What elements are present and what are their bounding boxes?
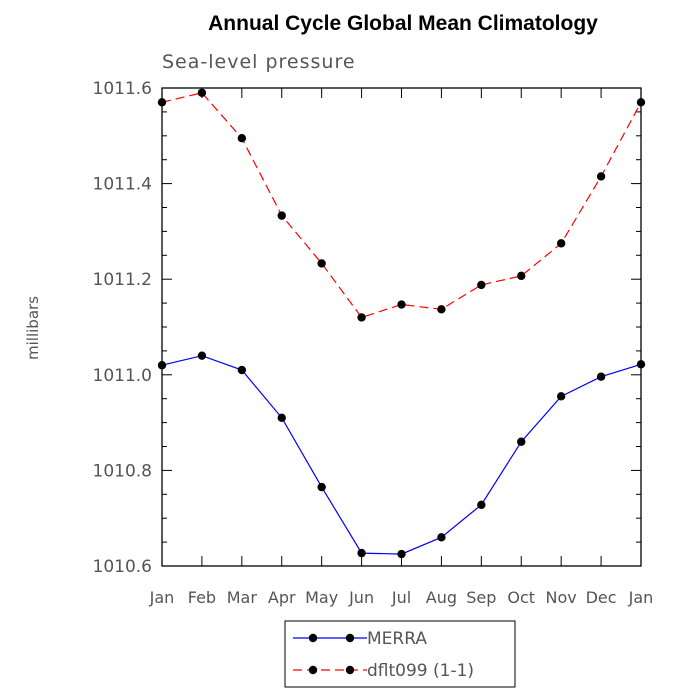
series-1-point xyxy=(437,533,446,542)
series-1-point xyxy=(556,392,566,401)
series-2-point xyxy=(157,98,167,107)
series-2-point xyxy=(197,88,207,97)
x-tick-label: Mar xyxy=(227,588,258,607)
series-1-point xyxy=(197,351,207,360)
series-1-point xyxy=(317,482,326,492)
series-1-point xyxy=(277,413,286,423)
x-tick-label: Jan xyxy=(149,588,175,607)
legend-label-1: MERRA xyxy=(367,629,427,649)
series-2-point xyxy=(277,211,286,220)
y-tick-label: 1011.2 xyxy=(93,270,152,290)
series-1-point xyxy=(237,365,247,375)
x-tick-label: Sep xyxy=(466,588,496,607)
series-2-point xyxy=(317,259,326,268)
legend-box xyxy=(284,620,516,688)
series-2-point xyxy=(596,172,606,181)
x-tick-label: Feb xyxy=(188,588,216,607)
x-tick-label: Oct xyxy=(507,588,535,607)
plot-frame xyxy=(161,87,642,567)
series-2-point xyxy=(517,271,526,281)
x-tick-label: Jul xyxy=(391,588,411,607)
x-tick-label: Aug xyxy=(426,588,457,607)
series-line-2 xyxy=(161,92,642,319)
series-line-1 xyxy=(161,355,642,555)
legend-label-2: dflt099 (1-1) xyxy=(367,661,474,681)
chart-subtitle: Sea-level pressure xyxy=(162,51,356,73)
series-1-point xyxy=(477,500,486,510)
legend-marker-2 xyxy=(345,665,355,675)
legend: MERRA dflt099 (1-1) xyxy=(284,620,516,688)
series-1-point xyxy=(596,372,606,381)
y-tick-label: 1011.6 xyxy=(93,79,152,99)
legend-marker-1 xyxy=(345,633,355,643)
x-tick-label: Apr xyxy=(268,588,296,607)
legend-marker-2 xyxy=(308,665,318,675)
x-tick-label: Nov xyxy=(546,588,577,607)
x-tick-label: May xyxy=(305,588,338,607)
series-2-point xyxy=(477,280,486,290)
y-tick-label: 1010.6 xyxy=(93,557,152,577)
series-2-point xyxy=(437,305,446,314)
series-1-point xyxy=(636,360,646,369)
plot-area: 1010.6 1010.8 1011.0 1011.2 1011.4 1011.6 Jan F… xyxy=(93,79,654,607)
legend-marker-1 xyxy=(308,633,318,643)
series-2-point xyxy=(357,313,366,322)
series-2-point xyxy=(397,300,406,309)
x-tick-label: Jun xyxy=(348,588,374,607)
y-tick-label: 1011.0 xyxy=(93,366,152,386)
series-1-point xyxy=(397,549,406,559)
x-tick-label: Jan xyxy=(628,588,654,607)
series-1-point xyxy=(517,437,526,446)
series-1-point xyxy=(157,361,167,370)
x-tick-label: Dec xyxy=(586,588,617,607)
chart-title: Annual Cycle Global Mean Climatology xyxy=(208,12,598,35)
y-tick-label: 1010.8 xyxy=(93,461,152,481)
series-2-point xyxy=(556,239,566,248)
series-2-point xyxy=(237,133,247,143)
series-2-point xyxy=(636,98,646,107)
y-tick-label: 1011.4 xyxy=(93,175,152,195)
y-axis-label: millibars xyxy=(24,296,42,360)
series-1-point xyxy=(357,548,366,558)
